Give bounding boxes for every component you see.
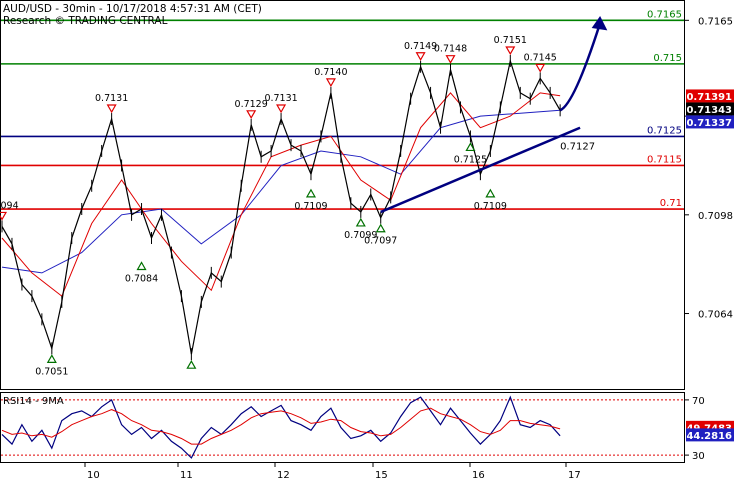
peak-marker (246, 110, 257, 120)
trendline-label: 0.7127 (560, 142, 595, 153)
rsi-badge-box (686, 428, 734, 442)
trough-label: 0.7051 (35, 366, 68, 377)
rsi-y-tick-label: 70 (692, 396, 705, 407)
trough-marker (136, 261, 147, 271)
level-label: 0.7165 (647, 9, 682, 20)
ma-fast-line (1, 92, 561, 297)
peak-marker (505, 46, 516, 56)
time-x-axis: 10 11 12 15 16 17 (84, 462, 581, 480)
peak-trough-markers: 0.70940.71310.71290.71310.71400.71490.71… (0, 35, 557, 377)
price-badge-label: 0.71391 (686, 92, 732, 103)
y-tick-label: 0.7064 (698, 310, 733, 321)
peak-marker (535, 63, 546, 73)
peak-marker (276, 104, 287, 114)
price-panel-frame (0, 0, 685, 390)
trough-marker (465, 142, 476, 152)
peak-label: 0.7131 (95, 93, 128, 104)
level-label: 0.715 (653, 53, 682, 64)
y-tick-label: 0.7165 (698, 16, 733, 27)
price-series (1, 54, 561, 361)
trough-label: 0.7097 (364, 236, 397, 247)
x-tick-label: 17 (568, 470, 581, 480)
peak-label: 0.7129 (235, 99, 268, 110)
y-tick-label: 0.7098 (698, 211, 733, 222)
peak-label: 0.7151 (494, 35, 527, 46)
price-badge-box (686, 102, 734, 116)
x-tick-label: 12 (277, 470, 290, 480)
trough-label: 0.7109 (294, 201, 327, 212)
peak-marker (325, 78, 336, 88)
trough-marker (186, 359, 197, 369)
peak-label: 0.7149 (404, 41, 437, 52)
rsi-panel-frame (0, 392, 685, 463)
forecast-arrow-head (591, 15, 608, 31)
trough-label: 0.7109 (474, 201, 507, 212)
price-badge-box (686, 89, 734, 103)
ma-slow-line (1, 109, 561, 274)
rsi-badge-label: 44.2816 (686, 431, 732, 442)
price-badge-label: 0.71343 (686, 105, 732, 116)
price-badge-box (686, 115, 734, 129)
peak-marker (415, 52, 426, 61)
rsi-ma-line (1, 407, 561, 445)
rsi-title: RSI14 - 9MA (3, 396, 64, 407)
trough-marker (375, 223, 386, 233)
x-tick-label: 16 (472, 470, 485, 480)
peak-label: 0.7148 (434, 44, 467, 55)
rsi-panel: RSI14 - 9MA703049.748344.2816 (1, 395, 734, 462)
forecast-arrow (559, 23, 602, 112)
trough-marker (355, 217, 366, 227)
slow-moving-average (1, 109, 561, 274)
peak-label: 0.7131 (264, 93, 297, 104)
price-badge-label: 0.71337 (686, 118, 732, 129)
rsi-line (1, 395, 561, 459)
peak-marker (445, 55, 456, 64)
price-badges: 0.71391 0.71343 0.71337 (686, 89, 734, 129)
trough-label: 0.7125 (454, 154, 487, 165)
level-label: 0.7115 (647, 154, 682, 165)
peak-label: 0.7140 (314, 67, 347, 78)
level-label: 0.71 (660, 198, 682, 209)
x-tick-label: 10 (87, 470, 100, 480)
peak-label: 0.7145 (524, 52, 557, 63)
x-tick-label: 11 (180, 470, 193, 480)
trendline-group: 0.7127 (380, 15, 608, 214)
peak-marker (0, 211, 8, 221)
fast-moving-average (1, 92, 561, 297)
trough-marker (485, 188, 496, 198)
research-credit: Research © TRADING CENTRAL (3, 15, 168, 27)
trough-marker (46, 354, 57, 363)
trough-label: 0.7084 (125, 273, 158, 284)
x-tick-label: 15 (375, 470, 388, 480)
peak-marker (106, 104, 117, 114)
chart-title: AUD/USD - 30min - 10/17/2018 4:57:31 AM … (3, 3, 262, 15)
trough-label: 0.7099 (344, 230, 377, 241)
level-label: 0.7125 (647, 125, 682, 136)
trough-marker (305, 188, 317, 198)
rsi-y-tick-label: 30 (692, 451, 705, 462)
trendline (380, 126, 581, 214)
